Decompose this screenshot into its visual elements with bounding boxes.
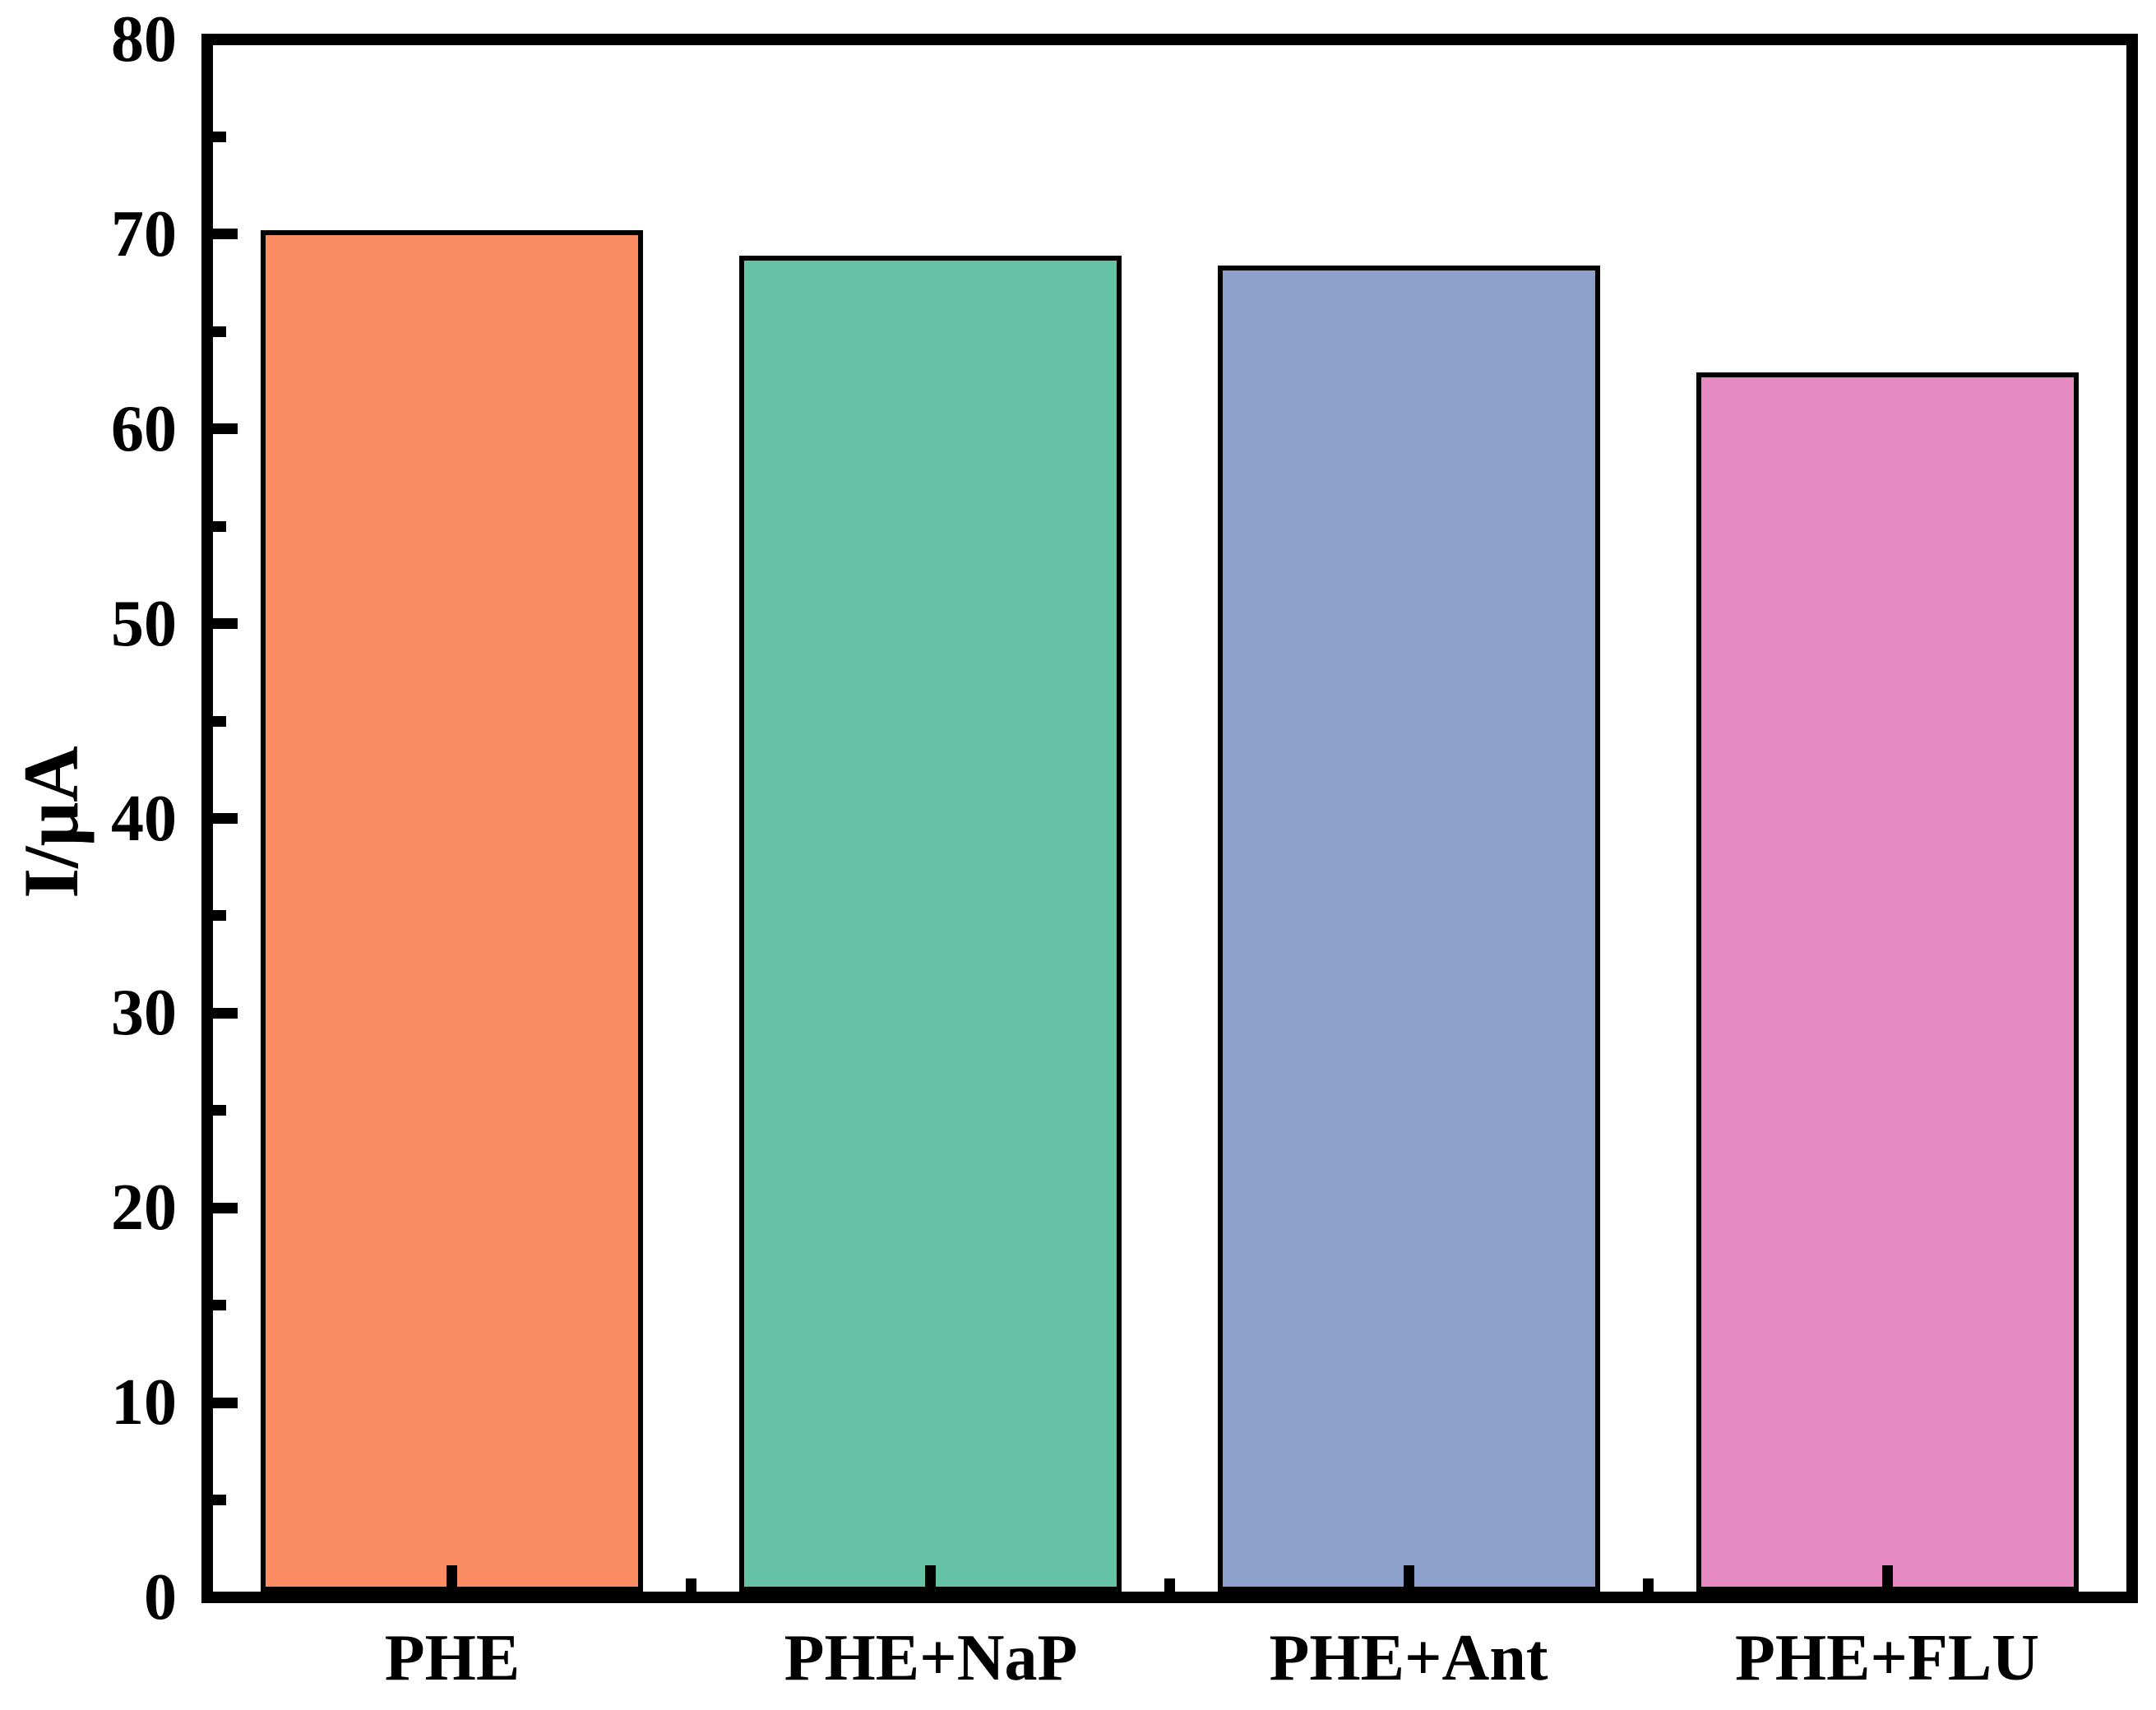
y-minor-tick-35 bbox=[213, 910, 226, 921]
y-minor-tick-15 bbox=[213, 1300, 226, 1310]
plot-frame bbox=[201, 34, 2138, 1603]
y-tick-label-50: 50 bbox=[111, 588, 177, 660]
x-major-tick-PHE+FLU bbox=[1882, 1565, 1893, 1592]
y-major-tick-20 bbox=[213, 1203, 238, 1213]
x-major-tick-PHE bbox=[446, 1565, 457, 1592]
bar-PHE+FLU bbox=[1696, 372, 2079, 1592]
bar-PHE+NaP bbox=[739, 256, 1122, 1592]
y-minor-tick-65 bbox=[213, 326, 226, 337]
x-minor-tick-1 bbox=[686, 1578, 696, 1592]
y-tick-label-60: 60 bbox=[111, 393, 177, 465]
y-tick-label-0: 0 bbox=[144, 1561, 177, 1634]
y-major-tick-50 bbox=[213, 618, 238, 629]
x-minor-tick-3 bbox=[1643, 1578, 1654, 1592]
x-major-tick-PHE+NaP bbox=[925, 1565, 936, 1592]
x-major-tick-PHE+Ant bbox=[1404, 1565, 1414, 1592]
y-tick-label-40: 40 bbox=[111, 783, 177, 855]
y-major-tick-10 bbox=[213, 1398, 238, 1408]
y-tick-label-30: 30 bbox=[111, 977, 177, 1049]
bar-PHE+Ant bbox=[1218, 266, 1600, 1592]
bar-PHE bbox=[261, 230, 643, 1592]
y-major-tick-60 bbox=[213, 423, 238, 434]
x-tick-label-PHE+Ant: PHE+Ant bbox=[1269, 1622, 1548, 1694]
y-minor-tick-55 bbox=[213, 521, 226, 532]
plot-area bbox=[213, 45, 2126, 1592]
x-tick-label-PHE: PHE bbox=[384, 1622, 520, 1694]
y-tick-label-70: 70 bbox=[111, 198, 177, 270]
y-major-tick-30 bbox=[213, 1008, 238, 1019]
y-minor-tick-45 bbox=[213, 716, 226, 727]
y-major-tick-40 bbox=[213, 813, 238, 824]
y-tick-label-20: 20 bbox=[111, 1172, 177, 1244]
y-tick-label-10: 10 bbox=[111, 1366, 177, 1439]
x-tick-label-PHE+FLU: PHE+FLU bbox=[1734, 1622, 2040, 1694]
y-minor-tick-5 bbox=[213, 1495, 226, 1505]
x-minor-tick-2 bbox=[1164, 1578, 1175, 1592]
x-tick-label-PHE+NaP: PHE+NaP bbox=[784, 1622, 1078, 1694]
y-tick-label-80: 80 bbox=[111, 3, 177, 76]
y-minor-tick-75 bbox=[213, 132, 226, 142]
y-major-tick-70 bbox=[213, 229, 238, 239]
y-minor-tick-25 bbox=[213, 1105, 226, 1116]
